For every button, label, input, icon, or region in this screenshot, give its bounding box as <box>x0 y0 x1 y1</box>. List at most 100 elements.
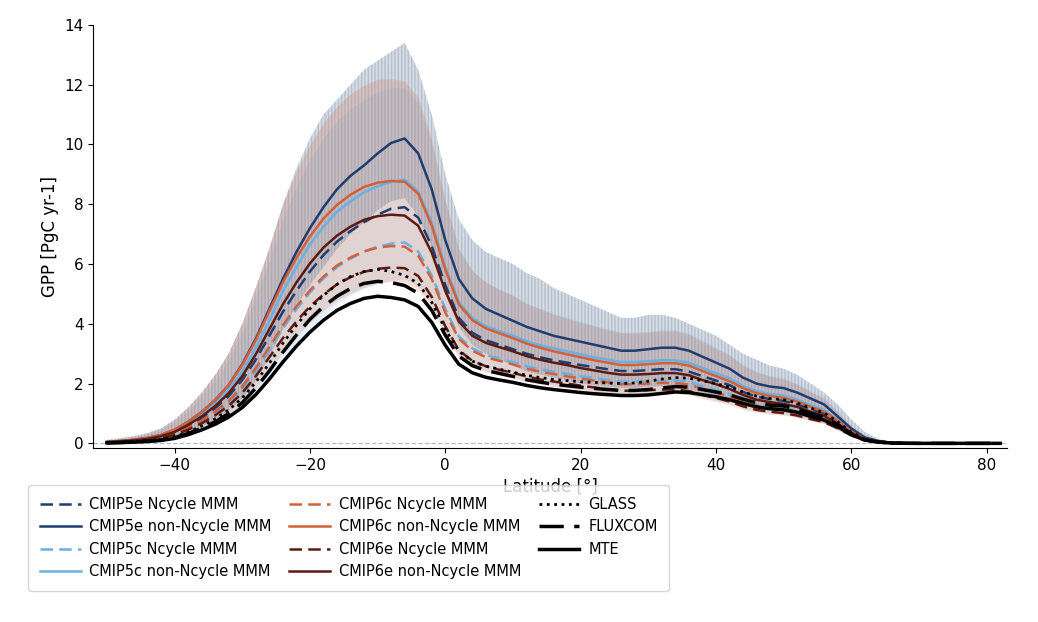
CMIP5c Ncycle MMM <box>168 430 181 438</box>
CMIP6c non-Ncycle MMM <box>168 426 181 434</box>
GLASS <box>372 266 384 273</box>
CMIP5c non-Ncycle MMM <box>520 337 532 345</box>
CMIP5c non-Ncycle MMM <box>168 428 181 435</box>
CMIP5c Ncycle MMM <box>209 410 221 417</box>
GLASS <box>939 440 952 447</box>
CMIP6c Ncycle MMM <box>168 430 181 437</box>
CMIP5e Ncycle MMM <box>480 337 492 344</box>
CMIP5e non-Ncycle MMM <box>399 135 411 142</box>
FLUXCOM <box>101 439 113 447</box>
CMIP5e non-Ncycle MMM <box>168 426 181 434</box>
CMIP6e non-Ncycle MMM <box>993 440 1006 447</box>
FLUXCOM <box>372 277 384 285</box>
CMIP6c Ncycle MMM <box>209 408 221 415</box>
CMIP6e Ncycle MMM <box>520 373 532 380</box>
Line: FLUXCOM: FLUXCOM <box>107 281 1000 443</box>
CMIP6e non-Ncycle MMM <box>385 211 398 218</box>
CMIP6c Ncycle MMM <box>993 440 1006 447</box>
CMIP6c Ncycle MMM <box>385 243 398 250</box>
CMIP6e Ncycle MMM <box>385 264 398 271</box>
CMIP6c non-Ncycle MMM <box>101 438 113 445</box>
Line: CMIP6e Ncycle MMM: CMIP6e Ncycle MMM <box>107 267 1000 443</box>
CMIP5e non-Ncycle MMM <box>480 305 492 313</box>
CMIP6e non-Ncycle MMM <box>791 403 803 411</box>
CMIP6c Ncycle MMM <box>480 353 492 361</box>
MTE <box>939 440 952 447</box>
Line: CMIP6c Ncycle MMM: CMIP6c Ncycle MMM <box>107 246 1000 443</box>
CMIP5e non-Ncycle MMM <box>791 389 803 396</box>
CMIP5e Ncycle MMM <box>939 440 952 447</box>
CMIP5c Ncycle MMM <box>480 351 492 359</box>
CMIP5c Ncycle MMM <box>101 439 113 446</box>
CMIP5e Ncycle MMM <box>399 203 411 211</box>
CMIP5c Ncycle MMM <box>520 363 532 370</box>
CMIP6c non-Ncycle MMM <box>993 440 1006 447</box>
CMIP6e Ncycle MMM <box>480 363 492 370</box>
CMIP6e Ncycle MMM <box>101 439 113 446</box>
CMIP6c Ncycle MMM <box>101 439 113 446</box>
CMIP5c non-Ncycle MMM <box>939 440 952 447</box>
CMIP6e Ncycle MMM <box>209 412 221 419</box>
CMIP6c non-Ncycle MMM <box>939 440 952 447</box>
CMIP6c non-Ncycle MMM <box>912 440 925 447</box>
CMIP5c non-Ncycle MMM <box>993 440 1006 447</box>
CMIP6e Ncycle MMM <box>912 440 925 447</box>
FLUXCOM <box>480 367 492 374</box>
CMIP6c non-Ncycle MMM <box>791 398 803 406</box>
Line: CMIP5c Ncycle MMM: CMIP5c Ncycle MMM <box>107 243 1000 443</box>
GLASS <box>926 440 938 447</box>
CMIP5e non-Ncycle MMM <box>926 440 938 447</box>
Line: MTE: MTE <box>107 296 1000 443</box>
GLASS <box>168 433 181 440</box>
CMIP6c non-Ncycle MMM <box>385 177 398 185</box>
CMIP6e non-Ncycle MMM <box>520 352 532 360</box>
CMIP5e Ncycle MMM <box>101 439 113 446</box>
GLASS <box>520 371 532 379</box>
CMIP6e Ncycle MMM <box>993 440 1006 447</box>
CMIP5e non-Ncycle MMM <box>520 323 532 330</box>
X-axis label: Latitude [°]: Latitude [°] <box>502 478 598 496</box>
FLUXCOM <box>939 440 952 447</box>
CMIP6c non-Ncycle MMM <box>520 340 532 347</box>
MTE <box>372 292 384 300</box>
CMIP6e non-Ncycle MMM <box>480 339 492 346</box>
Line: CMIP5e non-Ncycle MMM: CMIP5e non-Ncycle MMM <box>107 139 1000 443</box>
CMIP5e Ncycle MMM <box>168 429 181 436</box>
Legend: CMIP5e Ncycle MMM, CMIP5e non-Ncycle MMM, CMIP5c Ncycle MMM, CMIP5c non-Ncycle M: CMIP5e Ncycle MMM, CMIP5e non-Ncycle MMM… <box>28 485 670 591</box>
Line: CMIP6e non-Ncycle MMM: CMIP6e non-Ncycle MMM <box>107 215 1000 443</box>
CMIP6e non-Ncycle MMM <box>939 440 952 447</box>
CMIP5e Ncycle MMM <box>791 401 803 408</box>
CMIP5e non-Ncycle MMM <box>209 396 221 404</box>
CMIP5c Ncycle MMM <box>399 239 411 246</box>
CMIP5c non-Ncycle MMM <box>209 400 221 407</box>
CMIP6c non-Ncycle MMM <box>480 325 492 332</box>
CMIP6c Ncycle MMM <box>939 440 952 447</box>
GLASS <box>101 439 113 447</box>
CMIP6e non-Ncycle MMM <box>209 402 221 410</box>
CMIP6c Ncycle MMM <box>791 408 803 415</box>
GLASS <box>993 440 1006 447</box>
CMIP5e Ncycle MMM <box>520 350 532 358</box>
CMIP5c Ncycle MMM <box>912 440 925 447</box>
CMIP6e Ncycle MMM <box>791 412 803 419</box>
CMIP5c non-Ncycle MMM <box>791 396 803 404</box>
CMIP5c Ncycle MMM <box>791 407 803 414</box>
FLUXCOM <box>209 418 221 425</box>
CMIP6e Ncycle MMM <box>939 440 952 447</box>
CMIP5c Ncycle MMM <box>993 440 1006 447</box>
MTE <box>993 440 1006 447</box>
FLUXCOM <box>993 440 1006 447</box>
GLASS <box>209 415 221 422</box>
CMIP6e Ncycle MMM <box>168 431 181 439</box>
Line: CMIP6c non-Ncycle MMM: CMIP6c non-Ncycle MMM <box>107 181 1000 443</box>
MTE <box>168 435 181 442</box>
Line: CMIP5c non-Ncycle MMM: CMIP5c non-Ncycle MMM <box>107 180 1000 443</box>
Y-axis label: GPP [PgC yr-1]: GPP [PgC yr-1] <box>40 176 59 297</box>
CMIP5c Ncycle MMM <box>939 440 952 447</box>
CMIP5c non-Ncycle MMM <box>399 176 411 183</box>
CMIP5c non-Ncycle MMM <box>480 322 492 330</box>
FLUXCOM <box>168 434 181 442</box>
GLASS <box>480 363 492 370</box>
MTE <box>101 439 113 447</box>
CMIP5c non-Ncycle MMM <box>926 440 938 447</box>
